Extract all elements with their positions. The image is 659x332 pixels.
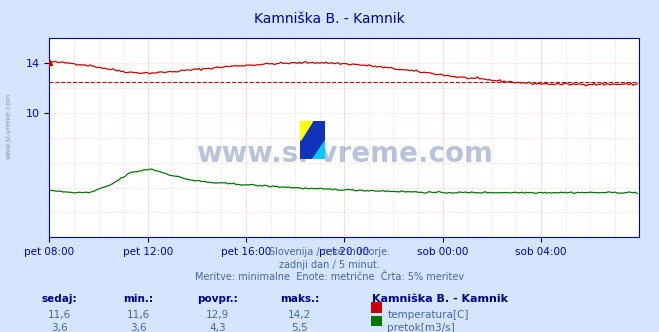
Text: Kamniška B. - Kamnik: Kamniška B. - Kamnik xyxy=(254,12,405,26)
Text: 12,9: 12,9 xyxy=(206,310,229,320)
Text: 11,6: 11,6 xyxy=(47,310,71,320)
Text: Slovenija / reke in morje.: Slovenija / reke in morje. xyxy=(269,247,390,257)
Text: 3,6: 3,6 xyxy=(51,323,68,332)
Polygon shape xyxy=(312,140,325,159)
Text: sedaj:: sedaj: xyxy=(42,294,77,304)
Text: zadnji dan / 5 minut.: zadnji dan / 5 minut. xyxy=(279,260,380,270)
Text: 4,3: 4,3 xyxy=(209,323,226,332)
Text: pretok[m3/s]: pretok[m3/s] xyxy=(387,323,455,332)
Text: 3,6: 3,6 xyxy=(130,323,147,332)
Text: min.:: min.: xyxy=(123,294,154,304)
Text: 5,5: 5,5 xyxy=(291,323,308,332)
Text: 14,2: 14,2 xyxy=(288,310,312,320)
Text: maks.:: maks.: xyxy=(280,294,320,304)
Text: 11,6: 11,6 xyxy=(127,310,150,320)
Polygon shape xyxy=(300,121,312,140)
Text: temperatura[C]: temperatura[C] xyxy=(387,310,469,320)
Text: www.si-vreme.com: www.si-vreme.com xyxy=(5,93,11,159)
Text: Kamniška B. - Kamnik: Kamniška B. - Kamnik xyxy=(372,294,508,304)
Text: www.si-vreme.com: www.si-vreme.com xyxy=(196,140,493,168)
Text: Meritve: minimalne  Enote: metrične  Črta: 5% meritev: Meritve: minimalne Enote: metrične Črta:… xyxy=(195,272,464,282)
Text: povpr.:: povpr.: xyxy=(197,294,238,304)
